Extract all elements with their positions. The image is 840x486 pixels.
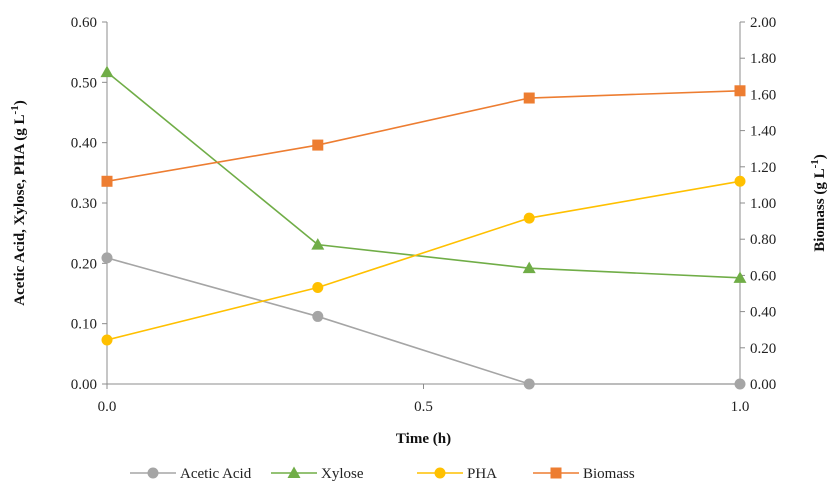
data-point-biomass (312, 139, 324, 151)
data-point-pha (312, 281, 324, 293)
y-right-tick-label: 1.40 (750, 124, 776, 140)
axis-labels: 0.00 0.10 0.20 0.30 0.40 0.50 0.60 0.00 0.20 0.40… (9, 15, 828, 447)
y-left-tick-label: 0.40 (71, 136, 97, 152)
legend-marker-acetic-acid (147, 467, 159, 479)
data-point-acetic-acid (734, 378, 746, 390)
y-right-tick-label: 1.20 (750, 160, 776, 176)
data-point-acetic-acid (101, 252, 113, 264)
y-right-tick-label: 0.00 (750, 377, 776, 393)
legend-marker-pha (434, 467, 446, 479)
series-line-pha (106, 180, 741, 341)
y-left-tick-label: 0.50 (71, 75, 97, 91)
data-point-xylose (733, 271, 747, 283)
legend-label-xylose: Xylose (321, 466, 364, 482)
data-point-pha (523, 212, 535, 224)
data-point-xylose (311, 238, 325, 250)
y-left-tick-label: 0.20 (71, 256, 97, 272)
data-point-biomass (523, 92, 535, 104)
y-right-tick-label: 1.80 (750, 51, 776, 67)
x-tick-label: 0.5 (414, 399, 433, 415)
legend-label-pha: PHA (467, 466, 497, 482)
legend-label-acetic-acid: Acetic Acid (180, 466, 252, 482)
legend-label-biomass: Biomass (583, 466, 635, 482)
legend: Acetic Acid Xylose PHA Biomass (130, 466, 635, 482)
axes-layer (102, 21, 745, 389)
data-point-pha (101, 334, 113, 346)
series-markers (100, 65, 747, 390)
legend-marker-xylose (287, 466, 301, 478)
y-left-tick-label: 0.30 (71, 196, 97, 212)
x-tick-label: 1.0 (731, 399, 750, 415)
series-lines (106, 71, 741, 385)
data-point-xylose (100, 65, 114, 78)
y-right-tick-label: 0.60 (750, 268, 776, 284)
y-axis-right-title: Biomass (g L-1) (809, 154, 828, 252)
y-right-tick-label: 2.00 (750, 15, 776, 31)
y-left-tick-label: 0.00 (71, 377, 97, 393)
y-left-tick-label: 0.60 (71, 15, 97, 31)
y-right-tick-label: 0.20 (750, 341, 776, 357)
data-point-biomass (734, 85, 746, 97)
data-point-acetic-acid (523, 378, 535, 390)
series-line-acetic-acid (106, 257, 740, 385)
data-point-pha (734, 175, 746, 187)
x-axis-title: Time (h) (396, 431, 451, 447)
y-right-tick-label: 1.00 (750, 196, 776, 212)
series-line-xylose (106, 71, 741, 279)
series-line-biomass (106, 89, 741, 183)
x-tick-label: 0.0 (98, 399, 117, 415)
data-point-biomass (101, 175, 113, 187)
y-axis-left-title: Acetic Acid, Xylose, PHA (g L-1) (9, 100, 28, 305)
legend-marker-biomass (550, 467, 562, 479)
y-right-tick-label: 0.80 (750, 232, 776, 248)
data-point-acetic-acid (312, 310, 324, 322)
y-left-tick-label: 0.10 (71, 317, 97, 333)
y-right-tick-label: 1.60 (750, 87, 776, 103)
y-right-tick-label: 0.40 (750, 305, 776, 321)
data-point-xylose (522, 261, 536, 274)
